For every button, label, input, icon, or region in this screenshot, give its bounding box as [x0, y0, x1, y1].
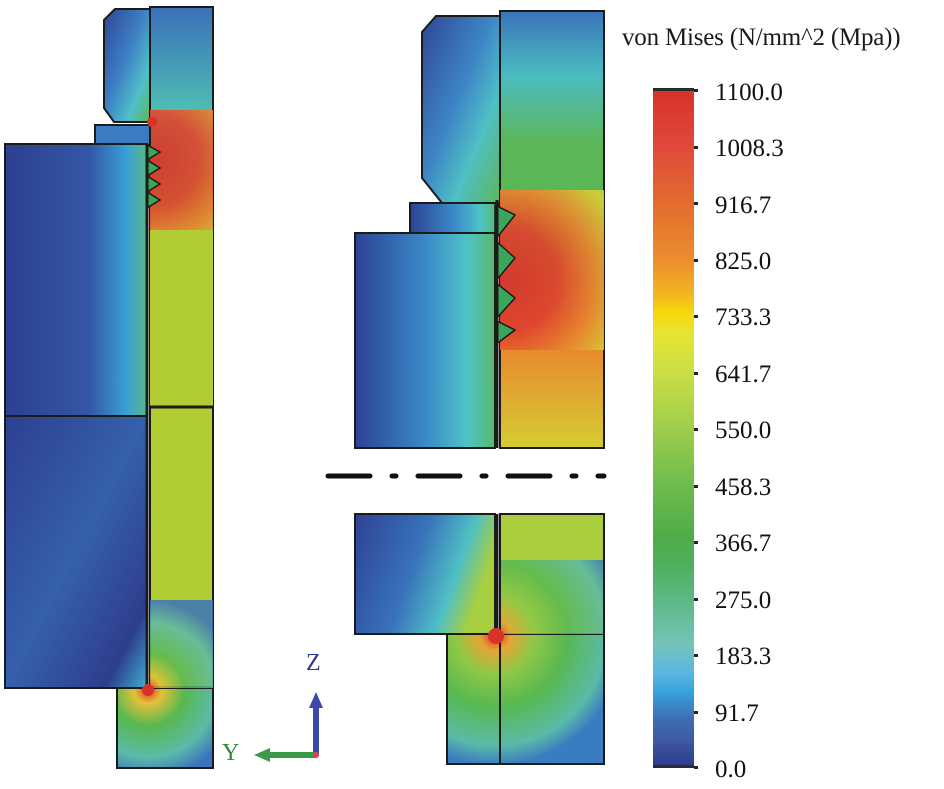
tick-mark — [694, 259, 698, 262]
legend-top-cap — [653, 88, 694, 91]
tick-label: 916.7 — [715, 192, 772, 219]
right-model-upper — [354, 10, 605, 449]
tick-mark — [694, 315, 698, 318]
tick-mark — [694, 428, 698, 431]
color-scale-bar — [653, 89, 694, 767]
tick-label: 550.0 — [715, 417, 772, 444]
tick-mark — [694, 89, 698, 92]
tick-label: 0.0 — [715, 756, 747, 783]
tick-mark — [694, 541, 698, 544]
tick-mark — [694, 766, 698, 769]
tick-label: 366.7 — [715, 530, 772, 557]
z-axis-label: Z — [306, 650, 321, 676]
y-axis-label: Y — [222, 740, 240, 766]
left-model — [4, 6, 214, 769]
tick-mark — [694, 711, 698, 714]
tick-mark — [694, 485, 698, 488]
tick-label: 733.3 — [715, 304, 772, 331]
tick-mark — [694, 598, 698, 601]
tick-label: 825.0 — [715, 248, 772, 275]
tick-label: 275.0 — [715, 587, 772, 614]
legend-title: von Mises (N/mm^2 (Mpa)) — [622, 24, 901, 51]
tick-mark — [694, 654, 698, 657]
legend-bottom-cap — [653, 765, 694, 768]
tick-mark — [694, 372, 698, 375]
tick-mark — [694, 146, 698, 149]
tick-label: 183.3 — [715, 643, 772, 670]
tick-label: 1100.0 — [715, 79, 783, 106]
tick-label: 458.3 — [715, 474, 772, 501]
tick-label: 1008.3 — [715, 135, 784, 162]
right-model-lower — [354, 513, 605, 765]
tick-label: 641.7 — [715, 361, 772, 388]
tick-mark — [694, 202, 698, 205]
coordinate-triad — [254, 692, 323, 762]
tick-label: 91.7 — [715, 700, 759, 727]
